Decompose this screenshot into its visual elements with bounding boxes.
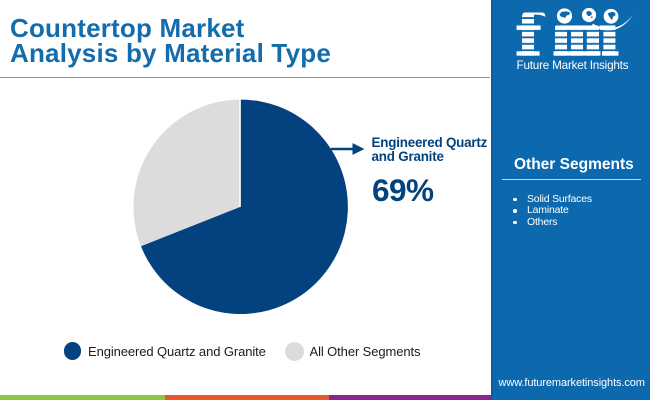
svg-text:Future Market Insights: Future Market Insights	[517, 59, 629, 72]
